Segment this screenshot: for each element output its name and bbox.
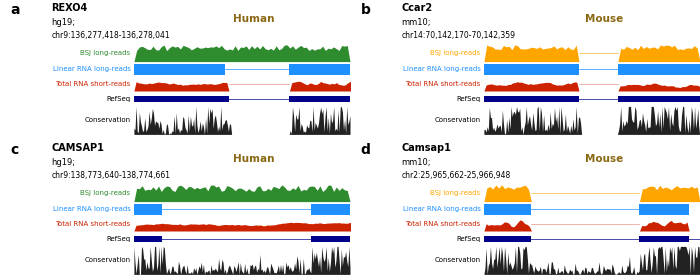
Bar: [290, 96, 354, 102]
Text: RefSeq: RefSeq: [456, 236, 480, 242]
Text: BSJ long-reads: BSJ long-reads: [80, 190, 130, 196]
Bar: [134, 204, 162, 215]
Text: Conservation: Conservation: [85, 117, 130, 123]
Bar: [134, 96, 229, 102]
Text: REXO4: REXO4: [52, 3, 88, 13]
Text: Total RNA short-reads: Total RNA short-reads: [55, 81, 130, 87]
Text: Mouse: Mouse: [584, 14, 623, 24]
Bar: [618, 96, 700, 102]
Bar: [290, 64, 354, 75]
Bar: [311, 236, 354, 242]
Bar: [311, 204, 354, 215]
Text: Conservation: Conservation: [435, 257, 480, 263]
Text: BSJ long-reads: BSJ long-reads: [430, 190, 480, 196]
Text: Conservation: Conservation: [435, 117, 480, 123]
Bar: [484, 64, 579, 75]
Bar: [484, 204, 531, 215]
Text: a: a: [10, 3, 20, 17]
Text: Human: Human: [233, 14, 274, 24]
Text: Linear RNA long-reads: Linear RNA long-reads: [402, 206, 480, 212]
Text: d: d: [360, 143, 370, 157]
Text: RefSeq: RefSeq: [456, 96, 480, 102]
Text: chr2:25,965,662-25,966,948: chr2:25,965,662-25,966,948: [402, 171, 511, 180]
Bar: [134, 64, 225, 75]
Text: b: b: [360, 3, 370, 17]
Bar: [640, 236, 690, 242]
Bar: [640, 204, 690, 215]
Text: chr9:136,277,418-136,278,041: chr9:136,277,418-136,278,041: [52, 31, 170, 40]
Text: Camsap1: Camsap1: [402, 143, 452, 153]
Text: c: c: [10, 143, 19, 157]
Text: chr9:138,773,640-138,774,661: chr9:138,773,640-138,774,661: [52, 171, 171, 180]
Text: Human: Human: [233, 154, 274, 164]
Text: Linear RNA long-reads: Linear RNA long-reads: [402, 66, 480, 72]
Text: Mouse: Mouse: [584, 154, 623, 164]
Bar: [484, 96, 579, 102]
Text: BSJ long-reads: BSJ long-reads: [430, 50, 480, 56]
Text: Total RNA short-reads: Total RNA short-reads: [405, 221, 480, 227]
Bar: [134, 236, 162, 242]
Text: RefSeq: RefSeq: [106, 96, 130, 102]
Text: Total RNA short-reads: Total RNA short-reads: [55, 221, 130, 227]
Bar: [484, 236, 531, 242]
Text: mm10;: mm10;: [402, 158, 431, 167]
Text: Linear RNA long-reads: Linear RNA long-reads: [52, 66, 130, 72]
Text: CAMSAP1: CAMSAP1: [52, 143, 104, 153]
Text: Conservation: Conservation: [85, 257, 130, 263]
Text: hg19;: hg19;: [52, 158, 76, 167]
Text: BSJ long-reads: BSJ long-reads: [80, 50, 130, 56]
Bar: [618, 64, 700, 75]
Text: Total RNA short-reads: Total RNA short-reads: [405, 81, 480, 87]
Text: hg19;: hg19;: [52, 18, 76, 27]
Text: chr14:70,142,170-70,142,359: chr14:70,142,170-70,142,359: [402, 31, 516, 40]
Text: Linear RNA long-reads: Linear RNA long-reads: [52, 206, 130, 212]
Text: Ccar2: Ccar2: [402, 3, 433, 13]
Text: mm10;: mm10;: [402, 18, 431, 27]
Text: RefSeq: RefSeq: [106, 236, 130, 242]
